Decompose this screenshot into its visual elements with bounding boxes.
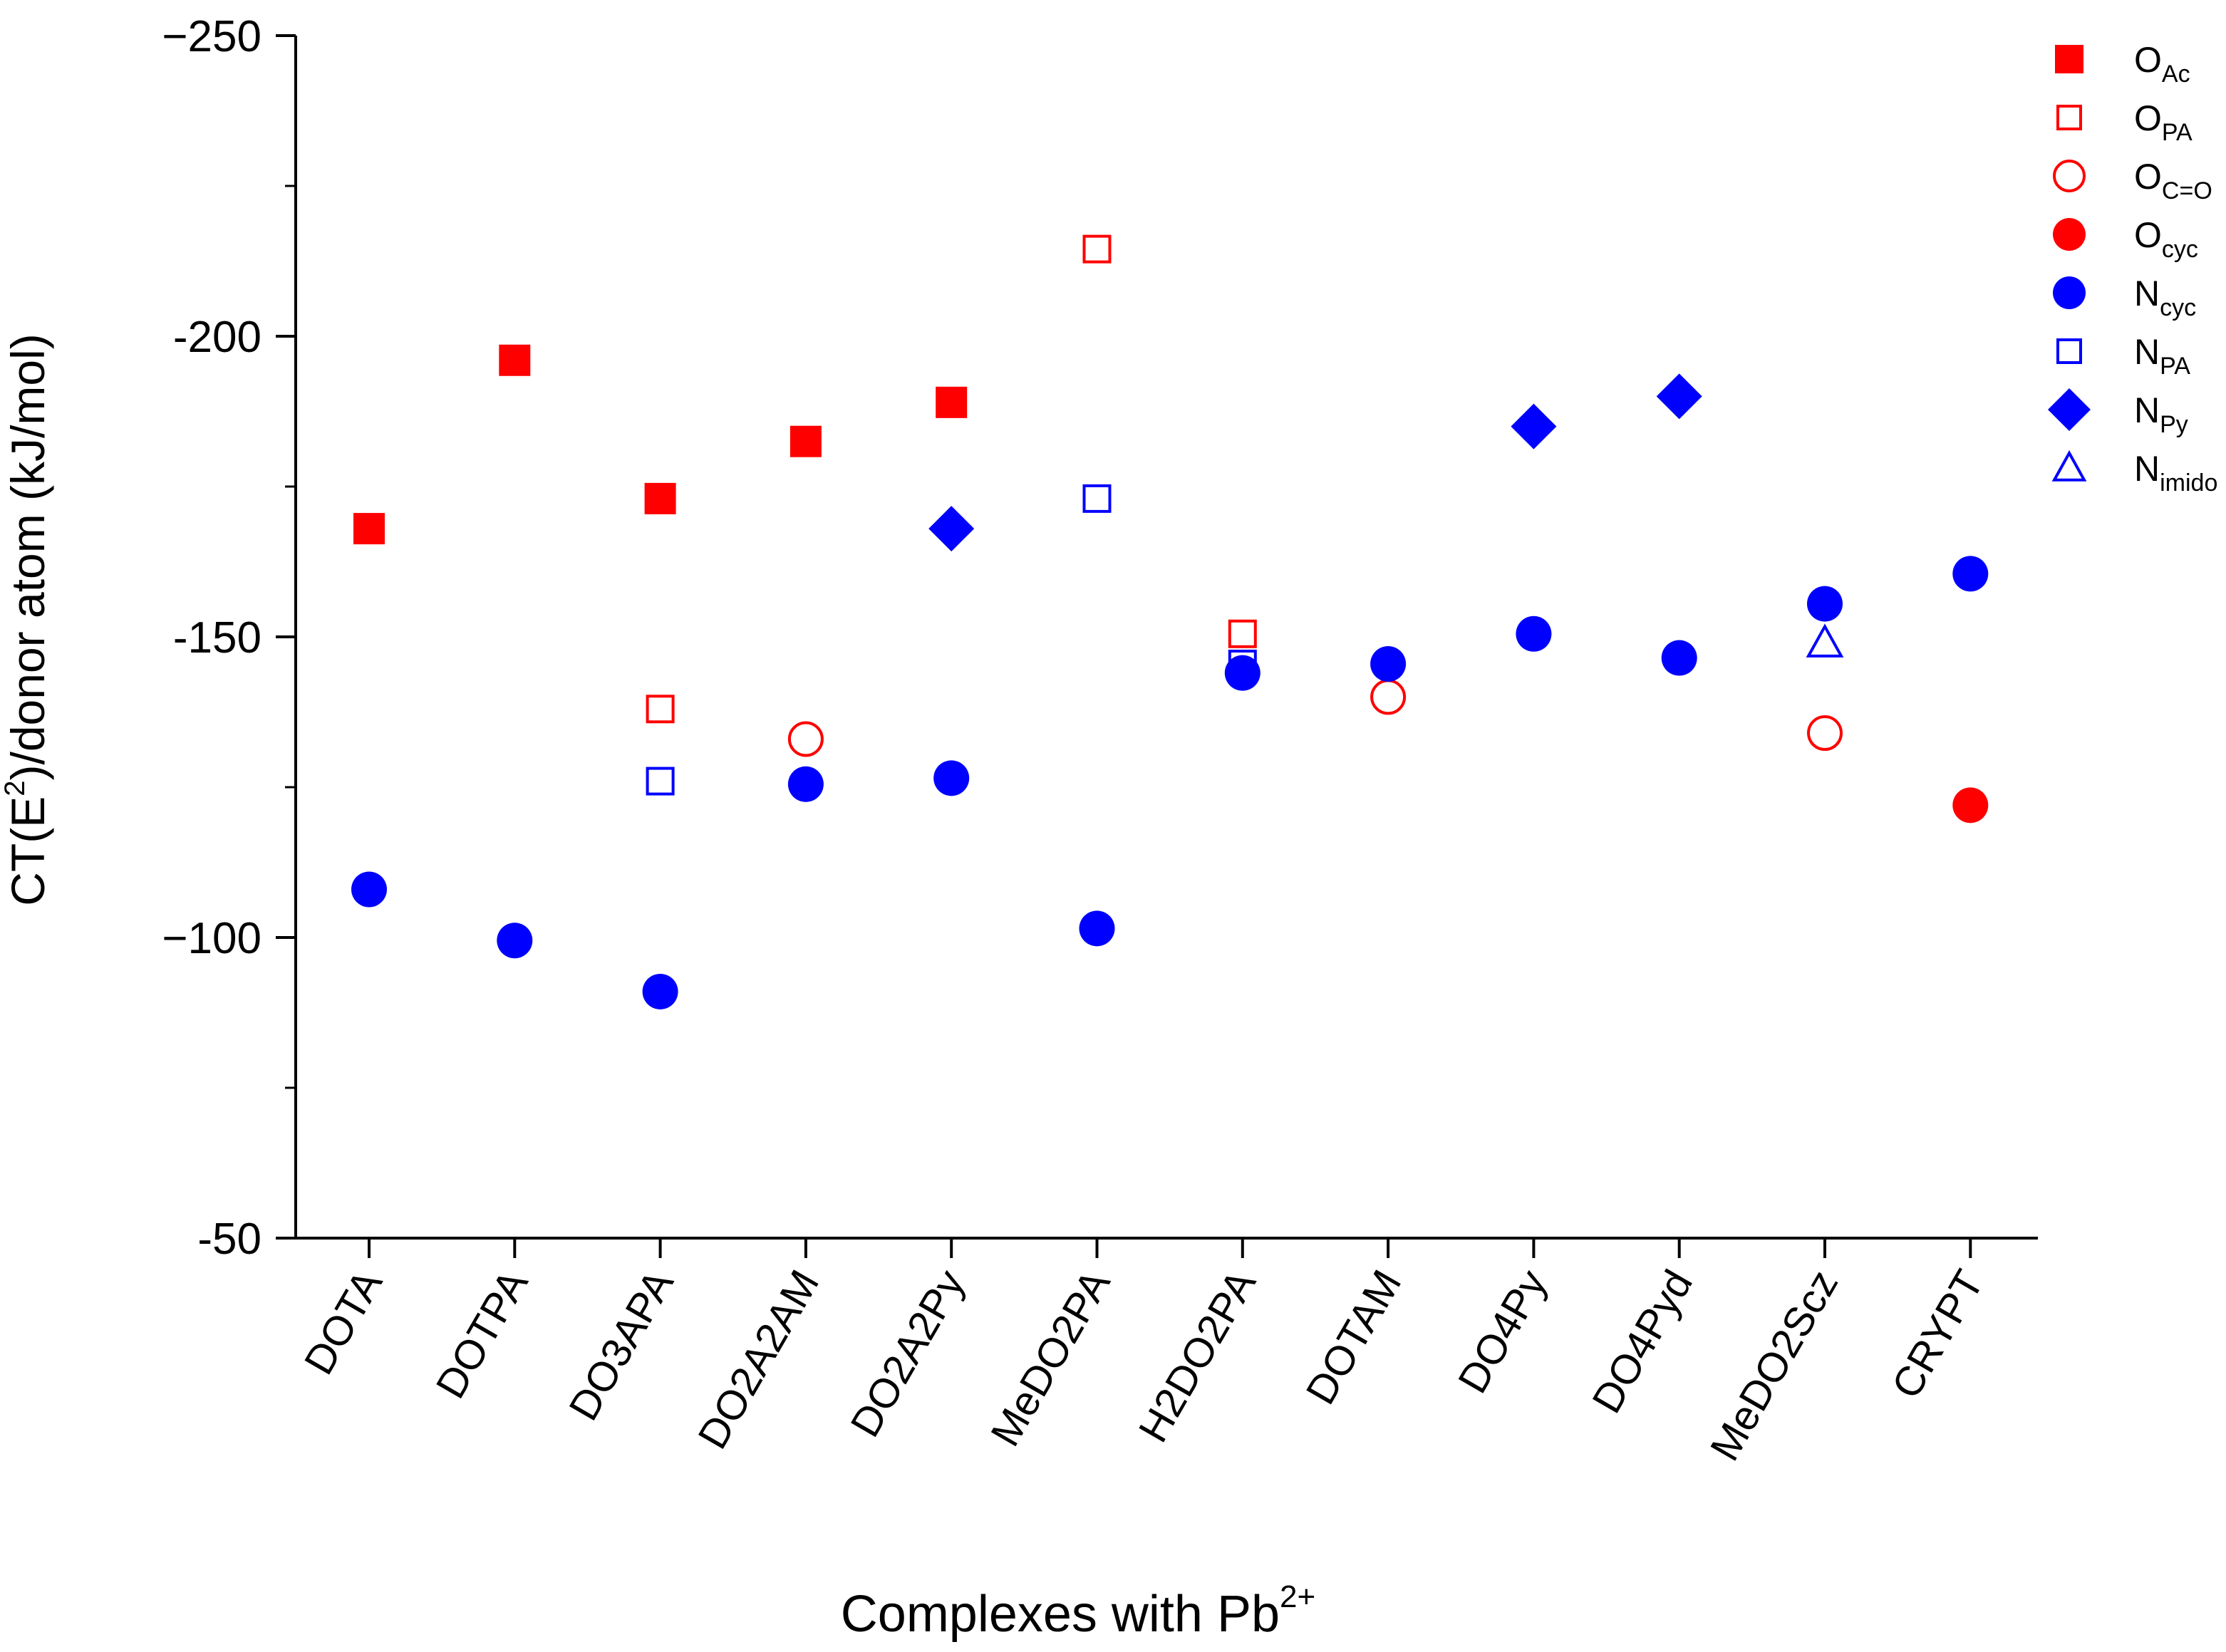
legend-label: Ocyc: [2134, 215, 2198, 263]
data-point: [1228, 649, 1257, 678]
data-point: [1952, 787, 1989, 824]
x-tick-label: DOTA: [296, 1262, 392, 1383]
legend-label: OPA: [2134, 98, 2193, 146]
legend-marker: [2056, 105, 2082, 130]
series-O-PA: [646, 234, 1257, 724]
legend: OAc OPA OC=O Ocyc Ncyc NPA NPy Nimido: [2048, 40, 2217, 497]
legend-label: Nimido: [2134, 449, 2217, 497]
data-point: [1952, 556, 1989, 592]
data-point: [1082, 234, 1112, 264]
legend-marker: [2051, 450, 2087, 482]
legend-marker: [2055, 45, 2083, 73]
x-tick-label: DO4Pyd: [1583, 1262, 1702, 1420]
legend-marker: [2048, 388, 2091, 431]
data-point: [1661, 640, 1697, 676]
y-axis-label-sup: 2: [0, 780, 31, 796]
legend-marker: [2053, 276, 2086, 309]
x-tick-label: DO2A2AM: [689, 1262, 828, 1457]
x-axis-label: Complexes with Pb2+: [841, 1579, 1315, 1643]
y-axis-label-pre: CT(E: [1, 796, 54, 906]
legend-label: NPy: [2134, 390, 2188, 438]
series-N-cyc: [351, 556, 1989, 1009]
x-tick-label: DO4Py: [1449, 1262, 1556, 1401]
x-tick-label: DO2A2Py: [842, 1262, 973, 1445]
x-tick-label: H2DO2PA: [1130, 1262, 1265, 1450]
y-tick-label: -200: [173, 313, 262, 362]
y-axis-label-post: )/donor atom (kJ/mol): [1, 333, 54, 780]
data-point: [497, 923, 533, 959]
data-point: [353, 513, 385, 545]
x-axis-label-sup: 2+: [1280, 1579, 1315, 1614]
legend-label: Ncyc: [2134, 274, 2196, 321]
legend-label: OAc: [2134, 40, 2190, 88]
data-point: [790, 425, 822, 457]
x-axis-ticks: DOTA DOTPA DO3APA DO2A2AM DO2A2Py MeDO2PA H2DO…: [296, 1238, 1993, 1468]
legend-marker: [2053, 218, 2086, 251]
axes: [294, 36, 2038, 1240]
x-tick-label: CRYPT: [1883, 1262, 1993, 1406]
data-point: [1807, 586, 1843, 622]
data-point: [646, 767, 675, 796]
data-point: [1370, 645, 1407, 682]
y-tick-label: -50: [197, 1215, 262, 1264]
x-tick-label: DO3APA: [560, 1262, 683, 1428]
series-N-imido: [1806, 623, 1844, 658]
data-point: [1516, 615, 1552, 652]
data-point: [499, 344, 531, 376]
y-tick-label: -150: [173, 613, 262, 663]
data-point: [1228, 619, 1257, 648]
data-point: [1806, 623, 1844, 658]
x-tick-label: MeDO2PA: [982, 1262, 1119, 1454]
x-axis-label-text: Complexes with Pb: [841, 1586, 1280, 1643]
data-point: [787, 766, 824, 802]
data-point: [1511, 403, 1557, 450]
series-O-C=O: [787, 679, 1843, 757]
data-point: [1656, 373, 1702, 420]
data-point: [933, 760, 970, 796]
x-tick-label: MeDO2Scz: [1702, 1262, 1848, 1468]
y-tick-label: −250: [162, 12, 262, 61]
legend-label: OC=O: [2134, 157, 2212, 204]
data-point: [928, 506, 975, 552]
data-point: [1082, 484, 1112, 513]
series-N-Py: [928, 373, 1702, 552]
data-point: [1224, 655, 1260, 691]
data-point: [642, 973, 678, 1009]
data-point: [644, 482, 676, 514]
data-point: [1807, 715, 1843, 752]
legend-label: NPA: [2134, 332, 2190, 380]
data-point: [787, 721, 824, 757]
x-tick-label: DOTPA: [428, 1262, 537, 1406]
legend-marker: [2053, 160, 2086, 192]
y-tick-label: −100: [162, 914, 262, 963]
y-axis-label: CT(E2)/donor atom (kJ/mol): [0, 333, 54, 905]
data-point: [1370, 679, 1407, 715]
series-O-Ac: [353, 344, 968, 545]
data-point: [351, 871, 387, 908]
y-axis-ticks: −250 -200 -150 −100 -50: [162, 12, 296, 1264]
legend-marker: [2056, 338, 2082, 364]
series-O-cyc: [1952, 787, 1989, 824]
data-point: [1079, 910, 1115, 947]
data-point: [646, 695, 675, 724]
x-tick-label: DOTAM: [1298, 1262, 1411, 1412]
data-point: [936, 386, 968, 418]
series-N-PA: [646, 484, 1257, 796]
data-points: [351, 234, 1989, 1009]
